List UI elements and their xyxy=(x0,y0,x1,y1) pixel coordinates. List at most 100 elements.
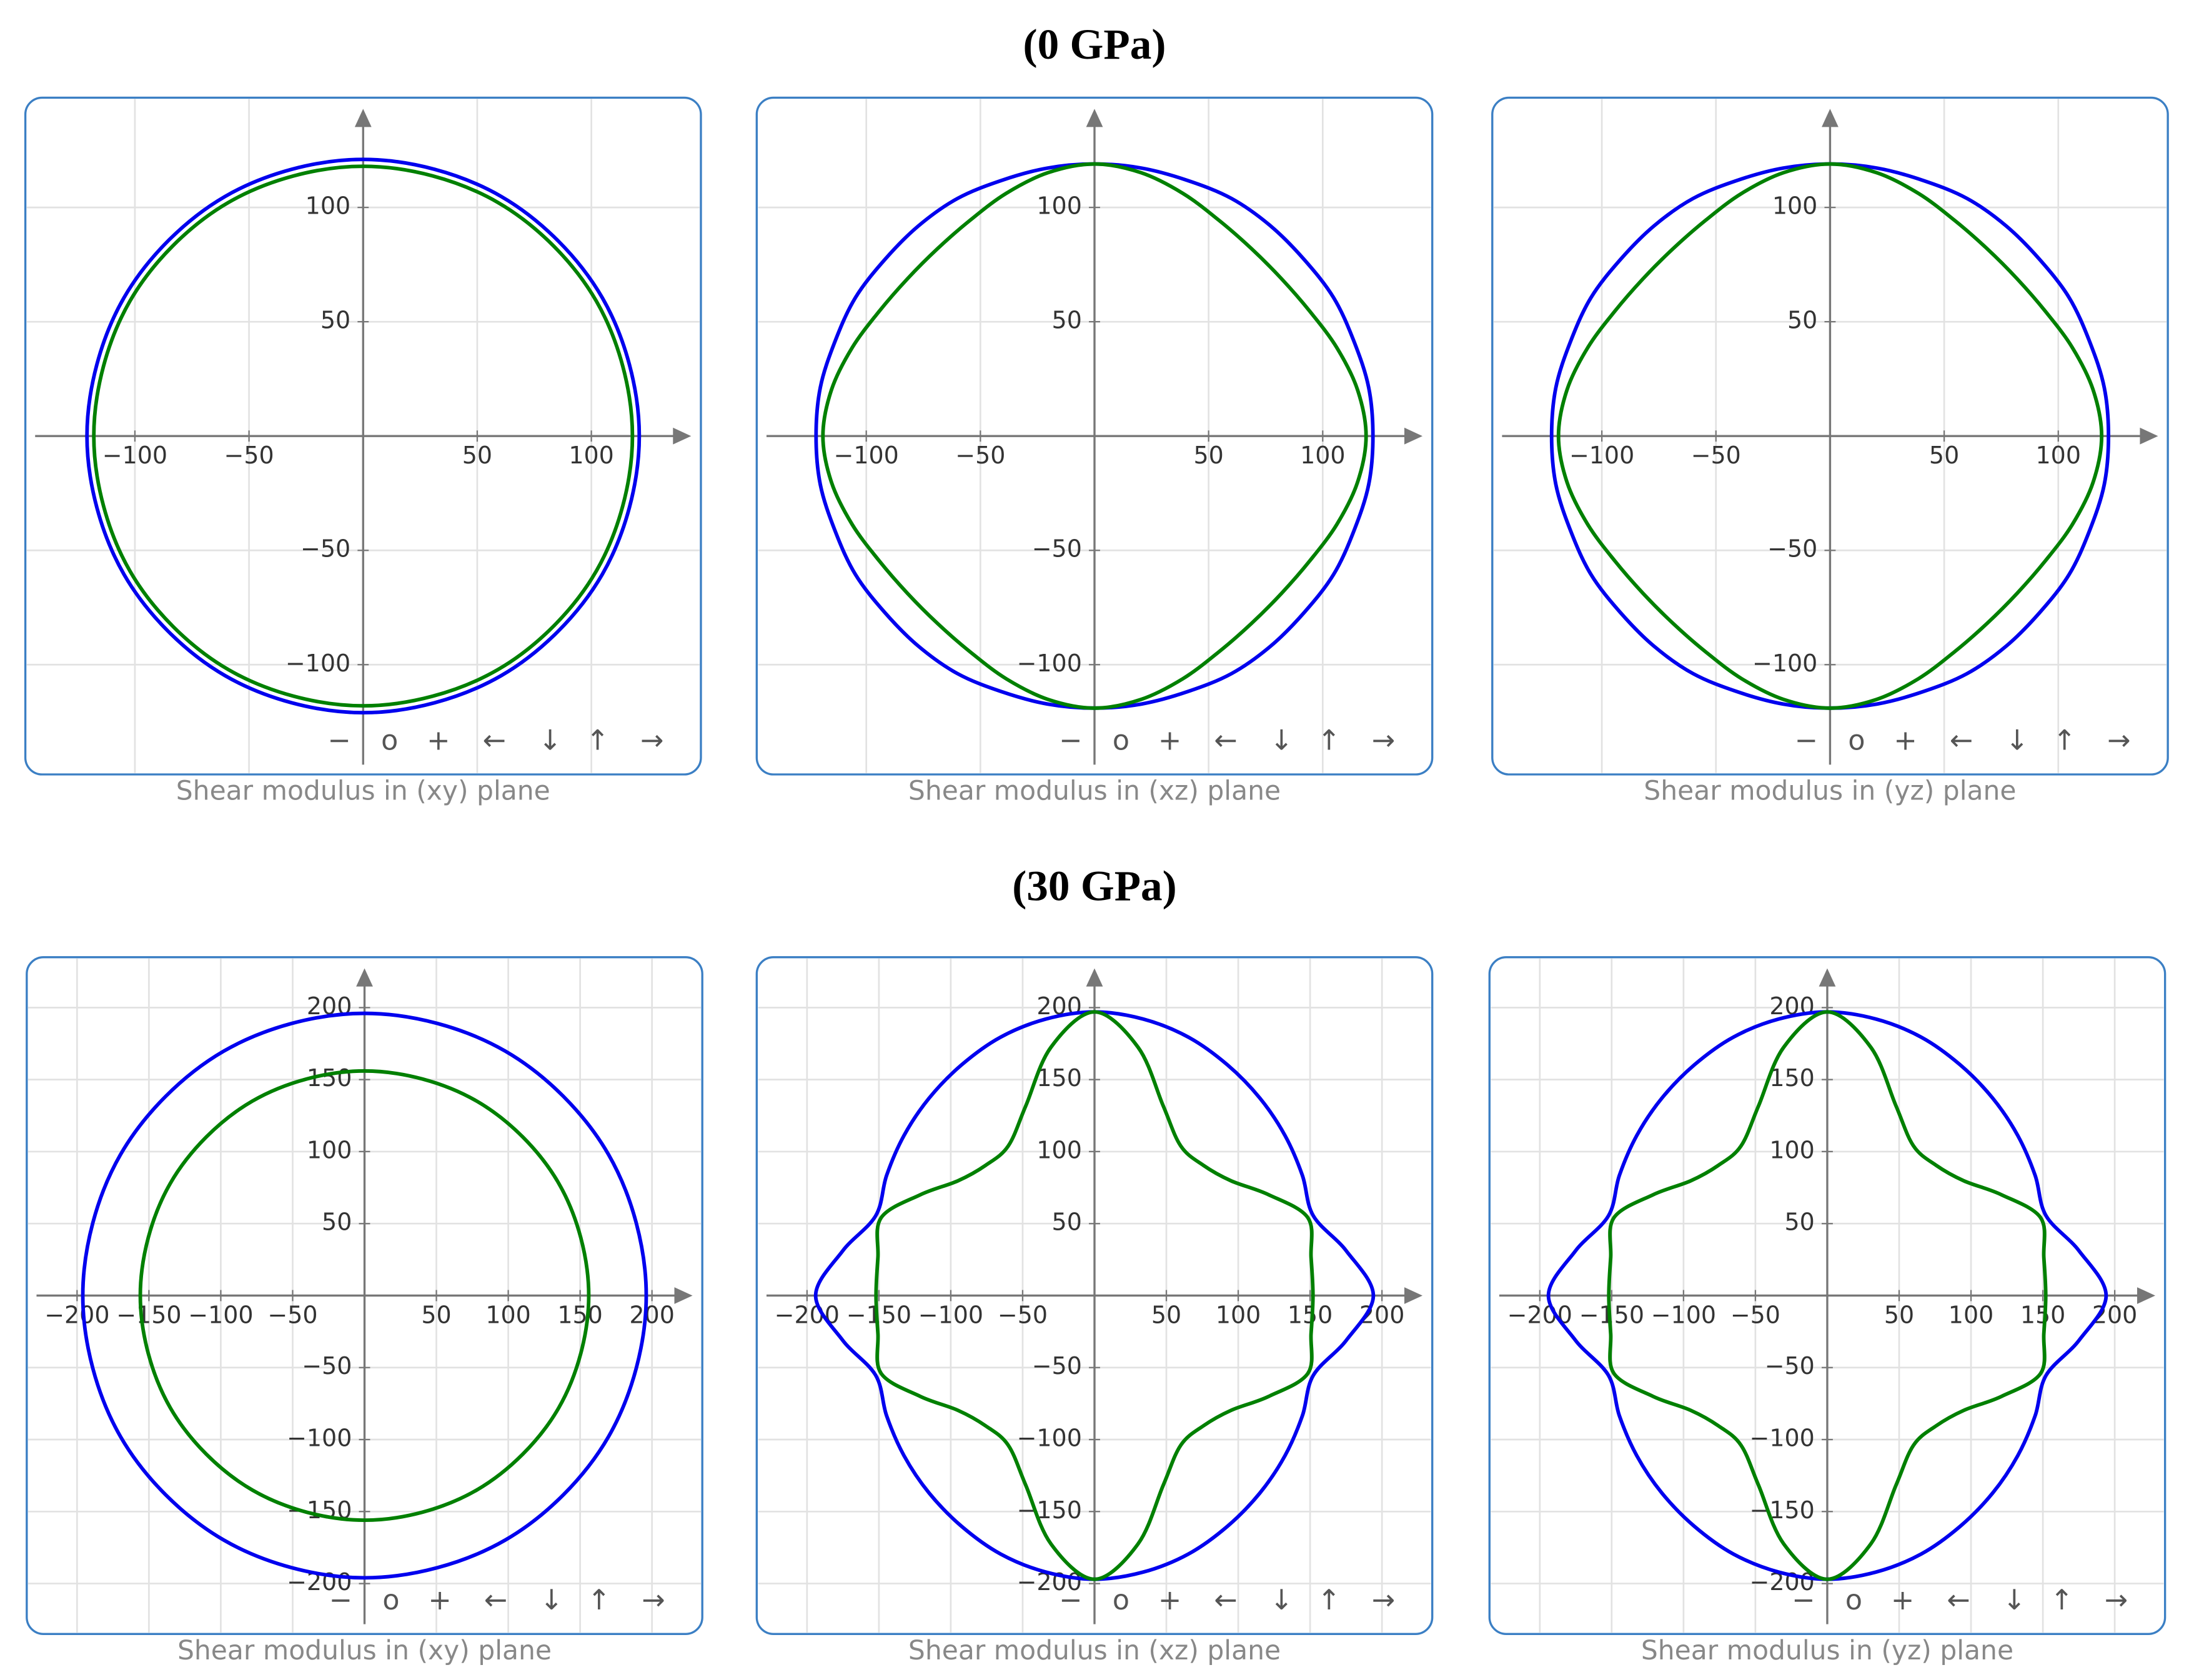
x-tick-label: −50 xyxy=(998,1301,1048,1328)
control-button: − xyxy=(1792,1584,1815,1616)
y-axis-arrow xyxy=(1086,109,1103,127)
y-tick-label: 100 xyxy=(1769,1136,1814,1164)
control-button: o xyxy=(1113,724,1129,757)
control-button: o xyxy=(381,724,398,757)
control-button: + xyxy=(428,1584,451,1616)
x-tick-label: −50 xyxy=(1730,1301,1780,1328)
y-tick-label: 150 xyxy=(1769,1064,1814,1092)
chart: −100 −50 50 100 −100 −50 50 100 − o + ← ↓ ↑ → Shear mod… xyxy=(755,96,1434,807)
curve xyxy=(81,1011,648,1580)
x-tick-label: 150 xyxy=(557,1301,602,1328)
x-tick-label: 50 xyxy=(1151,1301,1181,1328)
y-tick-label: −50 xyxy=(1032,1352,1082,1380)
curve xyxy=(92,164,635,708)
control-button: ← xyxy=(1214,724,1237,757)
control-button: + xyxy=(427,724,450,757)
x-axis-arrow xyxy=(1404,427,1423,445)
x-axis-arrow xyxy=(2140,427,2158,445)
curve xyxy=(874,1010,1315,1581)
x-tick-label: 50 xyxy=(1929,442,1959,469)
x-tick-label: −50 xyxy=(267,1301,317,1328)
curve xyxy=(138,1069,591,1523)
y-tick-label: −100 xyxy=(1017,1425,1082,1452)
control-button: ↑ xyxy=(586,724,609,757)
y-tick-label: 100 xyxy=(1772,192,1817,220)
y-tick-label: −50 xyxy=(1032,535,1082,563)
curve xyxy=(1556,162,2104,710)
y-tick-label: −150 xyxy=(1750,1496,1815,1524)
x-tick-label: −100 xyxy=(834,442,899,469)
control-button: ← xyxy=(1950,724,1973,757)
x-tick-label: −50 xyxy=(955,442,1005,469)
y-tick-label: 100 xyxy=(1036,1136,1081,1164)
control-button: → xyxy=(2105,1584,2128,1616)
x-tick-label: 100 xyxy=(568,442,613,469)
y-tick-label: 50 xyxy=(1052,307,1082,334)
control-button: ↓ xyxy=(2003,1584,2026,1616)
x-axis-arrow xyxy=(673,427,692,445)
control-button: + xyxy=(1891,1584,1914,1616)
x-tick-label: 100 xyxy=(2036,442,2081,469)
y-axis-arrow xyxy=(1819,968,1836,987)
x-tick-label: 100 xyxy=(485,1301,530,1328)
chart: −200 −150 −100 −50 50 100 150 200−200−150−100−5… xyxy=(755,956,1434,1666)
y-tick-label: 50 xyxy=(1787,307,1817,334)
control-button: − xyxy=(1795,724,1818,757)
control-button: − xyxy=(1059,724,1082,757)
x-tick-label: −50 xyxy=(1691,442,1741,469)
control-button: − xyxy=(329,1584,352,1616)
control-button: ↓ xyxy=(540,1584,563,1616)
chart: −100 −50 50 100 −100 −50 50 100 − o + ← ↓ ↑ → Shear mod… xyxy=(1491,96,2169,807)
control-button: o xyxy=(1113,1584,1129,1616)
control-button: ↓ xyxy=(1270,724,1293,757)
y-tick-label: −50 xyxy=(300,535,350,563)
curve xyxy=(813,1010,1376,1581)
chart: −200 −150 −100 −50 50 100 150 200−200−150−100−5… xyxy=(26,956,703,1666)
control-button: ← xyxy=(1214,1584,1237,1616)
x-tick-label: −100 xyxy=(918,1301,983,1328)
control-button: + xyxy=(1894,724,1917,757)
chart-caption: Shear modulus in (yz) plane xyxy=(1641,1636,2013,1666)
control-button: + xyxy=(1158,724,1181,757)
y-tick-label: 100 xyxy=(307,1136,352,1164)
y-tick-label: 50 xyxy=(1785,1208,1815,1236)
control-button: ↑ xyxy=(2050,1584,2073,1616)
y-tick-label: 150 xyxy=(1036,1064,1081,1092)
control-button: o xyxy=(382,1584,399,1616)
chart: −100 −50 50 100 −100 −50 50 100 − o + ← ↓ ↑ → Shear mod… xyxy=(24,96,702,807)
control-button: − xyxy=(1059,1584,1082,1616)
x-axis-arrow xyxy=(2137,1287,2156,1304)
x-tick-label: −50 xyxy=(224,442,274,469)
control-button: − xyxy=(328,724,351,757)
y-axis-arrow xyxy=(356,968,373,987)
chart: −200 −150 −100 −50 50 100 150 200−200−150−100−5… xyxy=(1488,956,2167,1666)
x-tick-label: 100 xyxy=(1300,442,1345,469)
control-button: + xyxy=(1158,1584,1181,1616)
y-tick-label: 50 xyxy=(1052,1208,1082,1236)
y-tick-label: −100 xyxy=(287,1425,352,1452)
control-button: ↑ xyxy=(587,1584,610,1616)
x-tick-label: 50 xyxy=(421,1301,451,1328)
control-button: → xyxy=(1372,1584,1395,1616)
y-tick-label: 50 xyxy=(320,307,350,334)
control-button: ↑ xyxy=(1318,1584,1341,1616)
y-axis-arrow xyxy=(1822,109,1839,127)
y-tick-label: −50 xyxy=(1765,1352,1815,1380)
y-axis-arrow xyxy=(354,109,372,127)
control-button: → xyxy=(640,724,663,757)
x-tick-label: 100 xyxy=(1948,1301,1993,1328)
y-axis-arrow xyxy=(1086,968,1103,987)
control-button: o xyxy=(1848,724,1865,757)
curve xyxy=(814,162,1375,710)
x-tick-label: −100 xyxy=(188,1301,253,1328)
y-tick-label: −50 xyxy=(302,1352,352,1380)
chart-caption: Shear modulus in (xy) plane xyxy=(177,1636,552,1666)
x-axis-arrow xyxy=(674,1287,693,1304)
y-tick-label: −100 xyxy=(1750,1425,1815,1452)
curve xyxy=(85,157,642,715)
heading: (0 GPa) xyxy=(1023,20,1166,68)
x-tick-label: −150 xyxy=(116,1301,181,1328)
y-tick-label: −100 xyxy=(1752,650,1817,677)
